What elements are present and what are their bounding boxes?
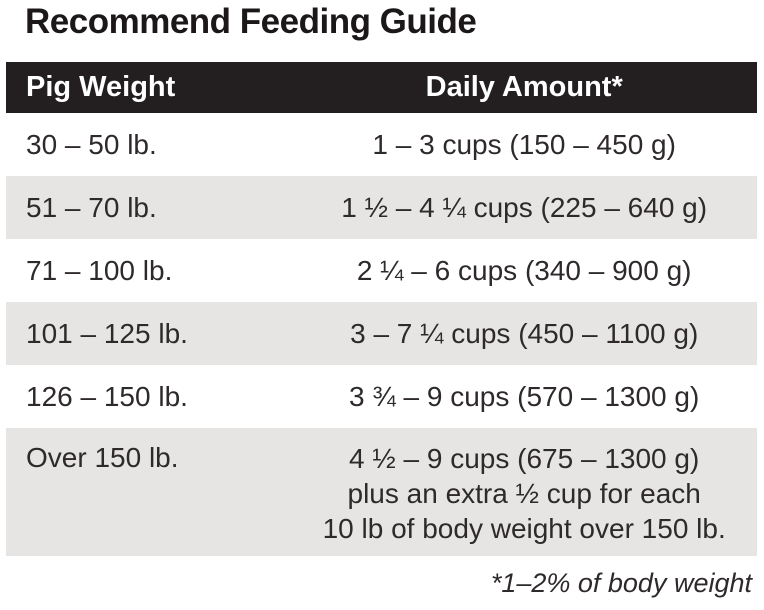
amount-cell: 3 – 7 ¼ cups (450 – 1100 g) (350, 317, 699, 349)
table-header-row: Pig Weight Daily Amount* (6, 62, 757, 113)
amount-cell: 1 ½ – 4 ¼ cups (225 – 640 g) (341, 191, 708, 223)
amount-cell: 2 ¼ – 6 cups (340 – 900 g) (356, 254, 692, 286)
amount-cell: 3 ¾ – 9 cups (570 – 1300 g) (349, 380, 700, 412)
table-row: Over 150 lb. 4 ½ – 9 cups (675 – 1300 g)… (6, 428, 757, 556)
table-row: 71 – 100 lb. 2 ¼ – 6 cups (340 – 900 g) (6, 239, 757, 302)
weight-cell: Over 150 lb. (26, 442, 179, 473)
weight-cell: 126 – 150 lb. (26, 380, 188, 412)
weight-cell: 51 – 70 lb. (26, 191, 157, 223)
header-pig-weight: Pig Weight (26, 71, 176, 103)
weight-cell: 30 – 50 lb. (26, 128, 157, 160)
weight-cell: 71 – 100 lb. (26, 254, 173, 286)
footnote: *1–2% of body weight (490, 568, 752, 598)
amount-cell: 1 – 3 cups (150 – 450 g) (372, 128, 676, 160)
table-row: 51 – 70 lb. 1 ½ – 4 ¼ cups (225 – 640 g) (6, 176, 757, 239)
weight-cell: 101 – 125 lb. (26, 317, 188, 349)
table-row: 101 – 125 lb. 3 – 7 ¼ cups (450 – 1100 g… (6, 302, 757, 365)
table-row: 126 – 150 lb. 3 ¾ – 9 cups (570 – 1300 g… (6, 365, 757, 428)
table-row: 30 – 50 lb. 1 – 3 cups (150 – 450 g) (6, 113, 757, 176)
header-daily-amount: Daily Amount* (425, 71, 623, 103)
feeding-table: Pig Weight Daily Amount* 30 – 50 lb. 1 –… (6, 62, 757, 556)
page-title: Recommend Feeding Guide (25, 2, 477, 41)
amount-cell: 4 ½ – 9 cups (675 – 1300 g) plus an extr… (322, 443, 726, 544)
